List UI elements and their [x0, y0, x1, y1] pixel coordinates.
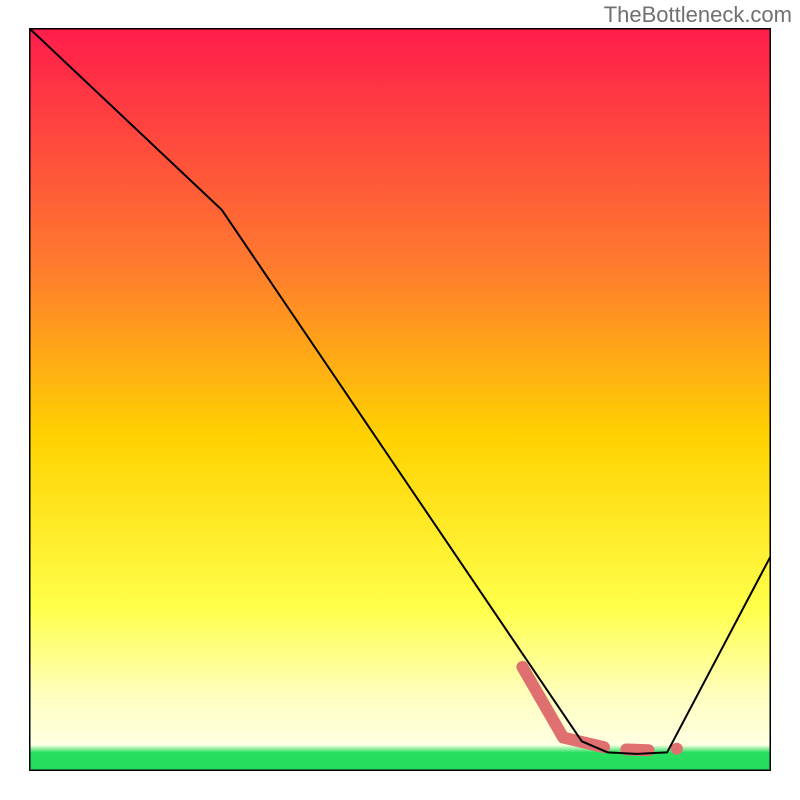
bottleneck-chart-svg	[29, 28, 771, 771]
recommended-range-segment-1	[626, 749, 648, 750]
plot-area	[29, 28, 771, 771]
chart-container: TheBottleneck.com	[0, 0, 800, 800]
watermark-text: TheBottleneck.com	[604, 2, 792, 28]
gradient-background	[29, 28, 771, 771]
recommended-point-dot	[671, 743, 683, 755]
